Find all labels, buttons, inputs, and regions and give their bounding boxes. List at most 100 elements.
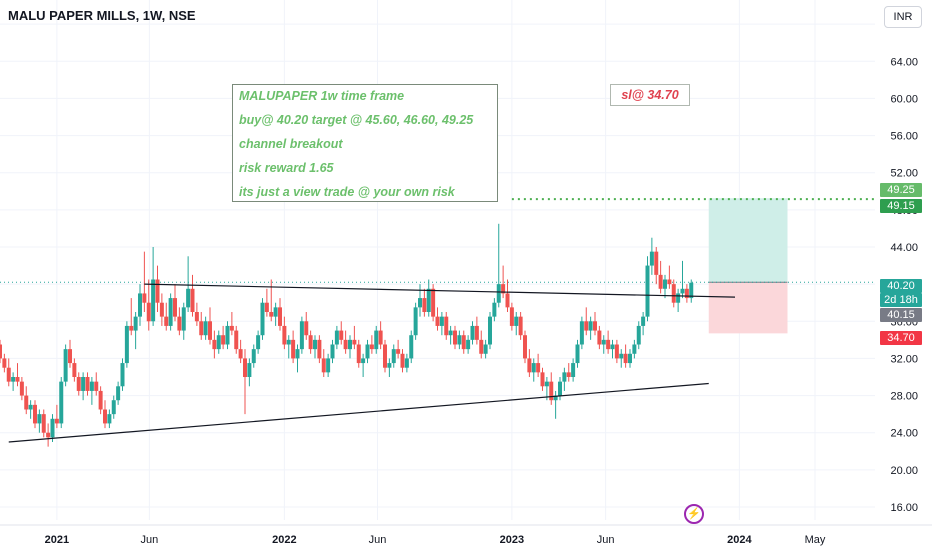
price-axis[interactable]: 68.0064.0060.0056.0052.0048.0044.0040.00… <box>890 19 918 514</box>
candle-body <box>400 353 405 368</box>
price-tick-label: 60.00 <box>890 93 918 105</box>
annotation-box[interactable]: MALUPAPER 1w time frame buy@ 40.20 targe… <box>232 84 498 202</box>
candle-body <box>558 381 562 396</box>
candle-body <box>321 358 326 373</box>
price-tick-label: 32.00 <box>890 353 918 365</box>
candle-body <box>422 298 427 312</box>
candle-body <box>439 316 444 326</box>
candle-body <box>164 316 169 326</box>
candle-body <box>413 307 418 336</box>
candle-body <box>448 330 453 336</box>
candle-body <box>2 358 7 368</box>
last-price-tag: 40.15 <box>880 308 922 322</box>
candle-body <box>343 339 348 350</box>
time-tick-label: Jun <box>141 534 159 546</box>
countdown-tag: 2d 18h <box>880 293 922 307</box>
candle-body <box>352 339 357 345</box>
candle-body <box>251 349 256 364</box>
candle-body <box>124 325 129 364</box>
candle-body <box>243 358 247 377</box>
annotation-line: risk reward 1.65 <box>239 161 334 175</box>
candle-body <box>0 344 2 359</box>
candle-body <box>107 414 112 424</box>
candle-body <box>208 321 212 340</box>
entry-price-tag: 40.20 <box>880 279 922 293</box>
candle-body <box>295 349 300 359</box>
candle-body <box>229 325 234 331</box>
candle-body <box>523 335 527 359</box>
candle-body <box>138 293 142 317</box>
candle-body <box>479 339 484 354</box>
candle-body <box>365 344 370 359</box>
candle-body <box>256 335 261 350</box>
symbol-title[interactable]: MALU PAPER MILLS, 1W, NSE <box>8 8 196 23</box>
candle-body <box>146 302 151 322</box>
target-price-tag: 49.25 <box>880 183 922 197</box>
time-tick-label: 2024 <box>727 534 752 546</box>
candle-body <box>575 344 580 364</box>
candle-body <box>159 302 164 317</box>
time-tick-label: 2022 <box>272 534 296 546</box>
candle-body <box>483 344 488 354</box>
candle-body <box>339 330 344 340</box>
candle-body <box>59 381 64 424</box>
price-tick-label: 28.00 <box>890 391 918 403</box>
candle-body <box>348 339 352 350</box>
trendline-upper <box>144 283 736 298</box>
candle-body <box>120 363 125 387</box>
candle-body <box>544 381 549 387</box>
time-axis[interactable]: 2021 Jun 2022 Jun 2023 Jun 2024 May <box>0 524 932 546</box>
candle-body <box>426 288 431 312</box>
candle-body <box>247 363 252 377</box>
time-tick-label: Jun <box>369 534 387 546</box>
time-tick-label: 2021 <box>45 534 69 546</box>
candle-body <box>514 316 519 326</box>
candle-body <box>291 339 296 359</box>
candle-body <box>549 381 554 401</box>
candle-body <box>501 284 506 294</box>
candle-body <box>334 330 339 345</box>
lightning-icon[interactable]: ⚡ <box>684 504 704 524</box>
candle-body <box>658 274 663 289</box>
candle-body <box>299 321 304 350</box>
candle-body <box>378 330 383 345</box>
candle-body <box>689 282 694 299</box>
stop-price-tag: 34.70 <box>880 331 922 345</box>
candle-body <box>579 321 584 345</box>
candle-body <box>94 381 99 391</box>
candle-body <box>28 404 33 410</box>
price-tick-label: 24.00 <box>890 428 918 440</box>
candle-body <box>81 377 86 391</box>
candle-body <box>645 265 650 317</box>
candle-body <box>654 251 659 275</box>
candle-body <box>496 284 501 303</box>
candle-body <box>15 377 20 382</box>
price-tick-label: 20.00 <box>890 465 918 477</box>
candle-body <box>435 316 440 326</box>
candle-body <box>588 321 593 331</box>
candle-body <box>396 349 401 354</box>
candle-body <box>418 298 422 308</box>
candle-body <box>632 344 637 354</box>
candle-body <box>304 321 309 336</box>
stop-loss-note[interactable]: sl@ 34.70 <box>610 84 690 106</box>
candle-body <box>133 316 138 331</box>
candle-body <box>361 358 366 364</box>
candle-body <box>286 339 291 345</box>
candle-body <box>571 363 576 377</box>
stop-zone <box>708 282 788 334</box>
candle-body <box>63 349 68 382</box>
currency-button[interactable]: INR <box>884 6 922 28</box>
annotation-line: buy@ 40.20 target @ 45.60, 46.60, 49.25 <box>239 113 474 127</box>
candle-body <box>461 335 466 350</box>
candle-body <box>326 358 331 373</box>
candle-body <box>601 339 606 345</box>
candle-body <box>649 251 654 266</box>
candle-body <box>404 358 409 368</box>
candle-body <box>203 321 208 336</box>
candle-body <box>387 363 392 368</box>
candle-body <box>11 377 16 382</box>
candle-body <box>212 339 217 350</box>
